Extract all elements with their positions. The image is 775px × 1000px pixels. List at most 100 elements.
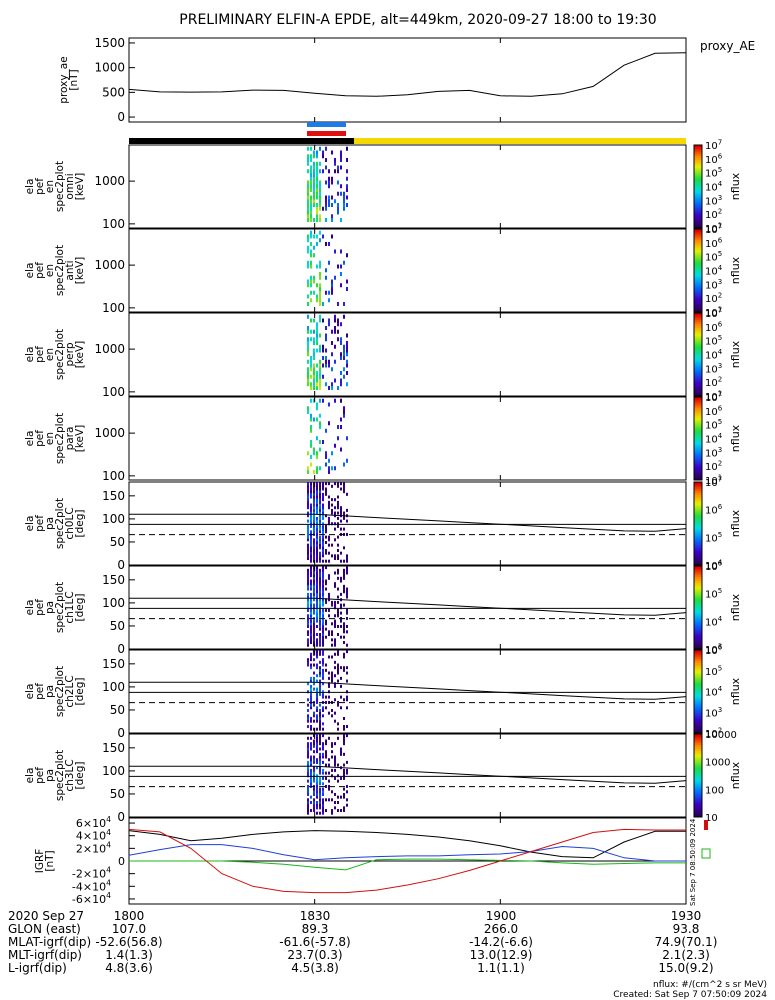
pa_ch3-cell-12-14 xyxy=(343,774,345,778)
pa_ch1-colorbar-strip-7 xyxy=(694,632,702,635)
pa_ch0-cell-5-17 xyxy=(322,514,324,518)
pa_ch2-cell-0-4 xyxy=(307,716,309,720)
spec_anti-colorbar-tick-2: 103 xyxy=(705,278,722,292)
pa_ch3-cell-4-6 xyxy=(319,795,321,799)
pa_ch1-colorbar-strip-26 xyxy=(694,592,702,596)
spec_omni-cell-2-12 xyxy=(313,173,315,177)
spec_omni-cell-1-12 xyxy=(310,173,312,177)
pa_ch1-cell-4-2 xyxy=(319,638,321,642)
pa_ch1-cell-5-13 xyxy=(322,608,324,612)
spec_para-cell-3-5 xyxy=(316,451,318,456)
pa_ch0-cell-1-17 xyxy=(310,514,312,518)
spec_para-ylabel-3: spec2plot xyxy=(54,413,66,464)
pa_ch1-cell-2-24 xyxy=(313,579,315,583)
spec_anti-cell-8-4 xyxy=(331,287,333,291)
pa_ch3-cell-2-2 xyxy=(313,806,315,810)
spec_para-colorbar-tick-5: 106 xyxy=(705,404,723,418)
spec_anti-cell-2-3 xyxy=(313,290,315,295)
pa_ch0-cell-7-6 xyxy=(328,543,330,547)
pa_ch1-cell-9-1 xyxy=(334,641,336,645)
pa_ch1-cell-2-2 xyxy=(313,638,315,642)
spec_omni-cell-8-11 xyxy=(331,176,333,181)
pa_ch2-colorbar-strip-27 xyxy=(694,674,702,678)
pa_ch3-colorbar-strip-24 xyxy=(694,765,702,768)
pa_ch0-cell-9-2 xyxy=(334,554,336,558)
pa_ch0-cell-4-1 xyxy=(319,557,321,561)
pa_ch0-cell-3-28 xyxy=(316,484,318,488)
spec_omni-colorbar-strip-3 xyxy=(694,219,702,223)
pa_ch0-cell-0-17 xyxy=(307,514,309,518)
spec_anti-ytick-label-0: 100 xyxy=(102,301,125,315)
pa_ch0-cell-5-13 xyxy=(322,524,324,528)
pa_ch2-cell-4-2 xyxy=(319,722,321,726)
spec_anti-colorbar-strip-6 xyxy=(694,297,702,301)
pa_ch1-cell-3-25 xyxy=(316,576,318,580)
spec_perp-cell-12-5 xyxy=(343,367,345,372)
spec_anti-colorbar-strip-31 xyxy=(694,245,702,249)
pa_ch0-cell-10-6 xyxy=(337,543,339,547)
spec_perp-cell-7-0 xyxy=(328,386,330,390)
pa_ch0-cell-10-28 xyxy=(337,484,339,488)
spec_omni-cell-1-17 xyxy=(310,154,312,159)
pa_ch2-cell-12-22 xyxy=(343,668,345,672)
pa_ch1-cell-5-26 xyxy=(322,574,324,578)
pa_ch1-cell-7-25 xyxy=(328,576,330,580)
pa_ch0-cell-2-21 xyxy=(313,503,315,507)
pa_ch2-colorbar-strip-39 xyxy=(694,650,702,653)
pa_ch1-cell-0-26 xyxy=(307,574,309,578)
pa_ch3-colorbar-strip-30 xyxy=(694,752,702,756)
pa_ch0-cell-5-24 xyxy=(322,495,324,499)
spec_para-cell-12-16 xyxy=(343,410,345,414)
pa_ch3-cell-12-26 xyxy=(343,742,345,746)
spec_omni-colorbar-strip-12 xyxy=(694,201,702,204)
pa_ch1-cell-2-7 xyxy=(313,624,315,628)
spec_omni-colorbar-strip-34 xyxy=(694,155,702,158)
spec_omni-cell-4-4 xyxy=(319,203,321,207)
pa_ch1-cell-10-28 xyxy=(337,568,339,572)
spec_omni-colorbar-strip-25 xyxy=(694,174,702,177)
pa_ch0-cell-1-2 xyxy=(310,554,312,558)
pa_ch0-colorbar-strip-19 xyxy=(694,523,702,527)
spec_perp-cell-6-10 xyxy=(325,348,327,353)
pa_ch1-cell-0-10 xyxy=(307,616,309,620)
pa_ch1-cell-9-0 xyxy=(334,643,336,647)
pa_ch0-ylabel-4: ch0LC xyxy=(64,507,76,539)
pa_ch0-colorbar-tick-2: 106 xyxy=(705,503,723,517)
spec_omni-cell-11-14 xyxy=(340,165,342,170)
pa_ch1-cell-4-8 xyxy=(319,622,321,626)
pa_ch2-cell-6-8 xyxy=(325,706,327,710)
spec_perp-cell-13-10 xyxy=(346,348,348,353)
spec_omni-cell-6-6 xyxy=(325,195,327,200)
pa_ch2-cell-3-29 xyxy=(316,650,318,654)
pa_ch1-cell-3-22 xyxy=(316,584,318,588)
spec_omni-cell-3-0 xyxy=(316,218,318,222)
spec_para-colorbar-strip-28 xyxy=(694,419,702,423)
spec_omni-colorbar-strip-6 xyxy=(694,213,702,217)
pa_ch1-colorbar-strip-16 xyxy=(694,613,702,617)
spec_para-cell-1-19 xyxy=(310,398,312,403)
pa_ch2-cell-11-16 xyxy=(340,684,342,688)
pa_ch2-cell-0-1 xyxy=(307,725,309,729)
pa_ch3-colorbar-strip-22 xyxy=(694,769,702,772)
pa_ch1-cell-5-1 xyxy=(322,641,324,645)
pa_ch3-colorbar-strip-32 xyxy=(694,748,702,752)
pa_ch3-cell-2-8 xyxy=(313,790,315,794)
pa_ch2-cell-4-29 xyxy=(319,650,321,654)
pa_ch3-cell-12-2 xyxy=(343,806,345,810)
spec_omni-colorbar-strip-28 xyxy=(694,167,702,171)
pa_ch2-cell-6-24 xyxy=(325,663,327,667)
spec_omni-cell-7-11 xyxy=(328,176,330,181)
pa_ch0-cell-13-19 xyxy=(346,508,348,512)
spec_para-cell-12-15 xyxy=(343,413,345,418)
pa_ch0-cell-4-24 xyxy=(319,495,321,499)
footer-row-label-date: 2020 Sep 27 xyxy=(8,909,84,923)
spec_perp-cell-5-18 xyxy=(322,318,324,323)
pa_ch0-cell-3-7 xyxy=(316,540,318,544)
pa_ch3-cell-4-17 xyxy=(319,766,321,770)
pa_ch1-colorbar-strip-4 xyxy=(694,638,702,642)
pa_ch3-cell-8-16 xyxy=(331,768,333,772)
pa_ch0-cell-10-22 xyxy=(337,500,339,504)
pa_ch1-cell-7-18 xyxy=(328,595,330,599)
pa_ch1-cell-5-3 xyxy=(322,635,324,639)
pa_ch0-cell-4-12 xyxy=(319,527,321,531)
